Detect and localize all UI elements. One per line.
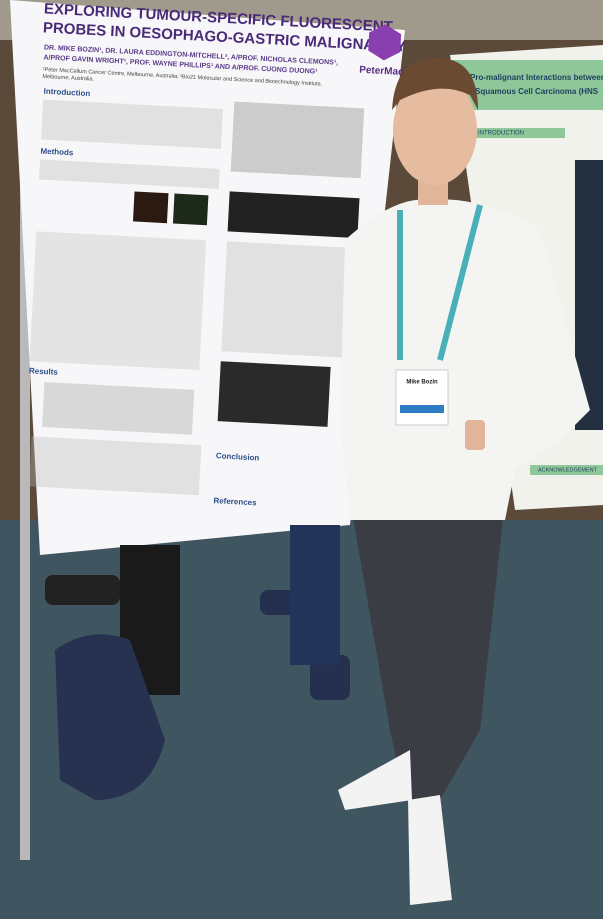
right-poster-title: Pro-malignant Interactions between [470, 73, 603, 82]
badge-strip [400, 405, 444, 413]
image-strip [227, 191, 360, 239]
face [393, 75, 477, 185]
figure [28, 436, 202, 496]
figure [29, 231, 207, 371]
text-block [39, 159, 220, 189]
hand [465, 420, 485, 450]
figure [132, 191, 169, 224]
badge-name: Mike Bozin [406, 380, 438, 386]
shoe [310, 655, 350, 700]
section-heading: References [213, 496, 257, 507]
figure [172, 193, 209, 226]
shoe [45, 575, 120, 605]
section-heading: Methods [40, 147, 74, 158]
right-section-heading: ACKNOWLEDGEMENT [538, 467, 598, 473]
shoe [408, 795, 452, 905]
poster-affiliation: Melbourne, Australia. [42, 74, 94, 83]
right-poster-title: Squamous Cell Carcinoma (HNS [475, 87, 599, 96]
shoe [338, 750, 412, 810]
right-section-heading: INTRODUCTION [478, 131, 524, 137]
section-heading: Results [29, 366, 59, 377]
right-section-bar [465, 128, 565, 138]
section-heading: Introduction [43, 87, 90, 98]
section-heading: Conclusion [216, 451, 260, 462]
legs [290, 525, 340, 665]
badge [395, 369, 449, 426]
trousers [350, 500, 505, 800]
right-section-bar [530, 465, 603, 475]
logo-text: PeterMac [359, 65, 404, 78]
blot-figure [230, 101, 365, 179]
graphs [221, 241, 357, 359]
logo-icon [368, 24, 402, 61]
lanyard [437, 204, 483, 361]
image-grid [217, 361, 331, 427]
figure [42, 381, 195, 435]
backpack [55, 634, 165, 800]
poster-stand [20, 30, 30, 860]
hair [392, 57, 478, 110]
text-block [41, 99, 223, 149]
